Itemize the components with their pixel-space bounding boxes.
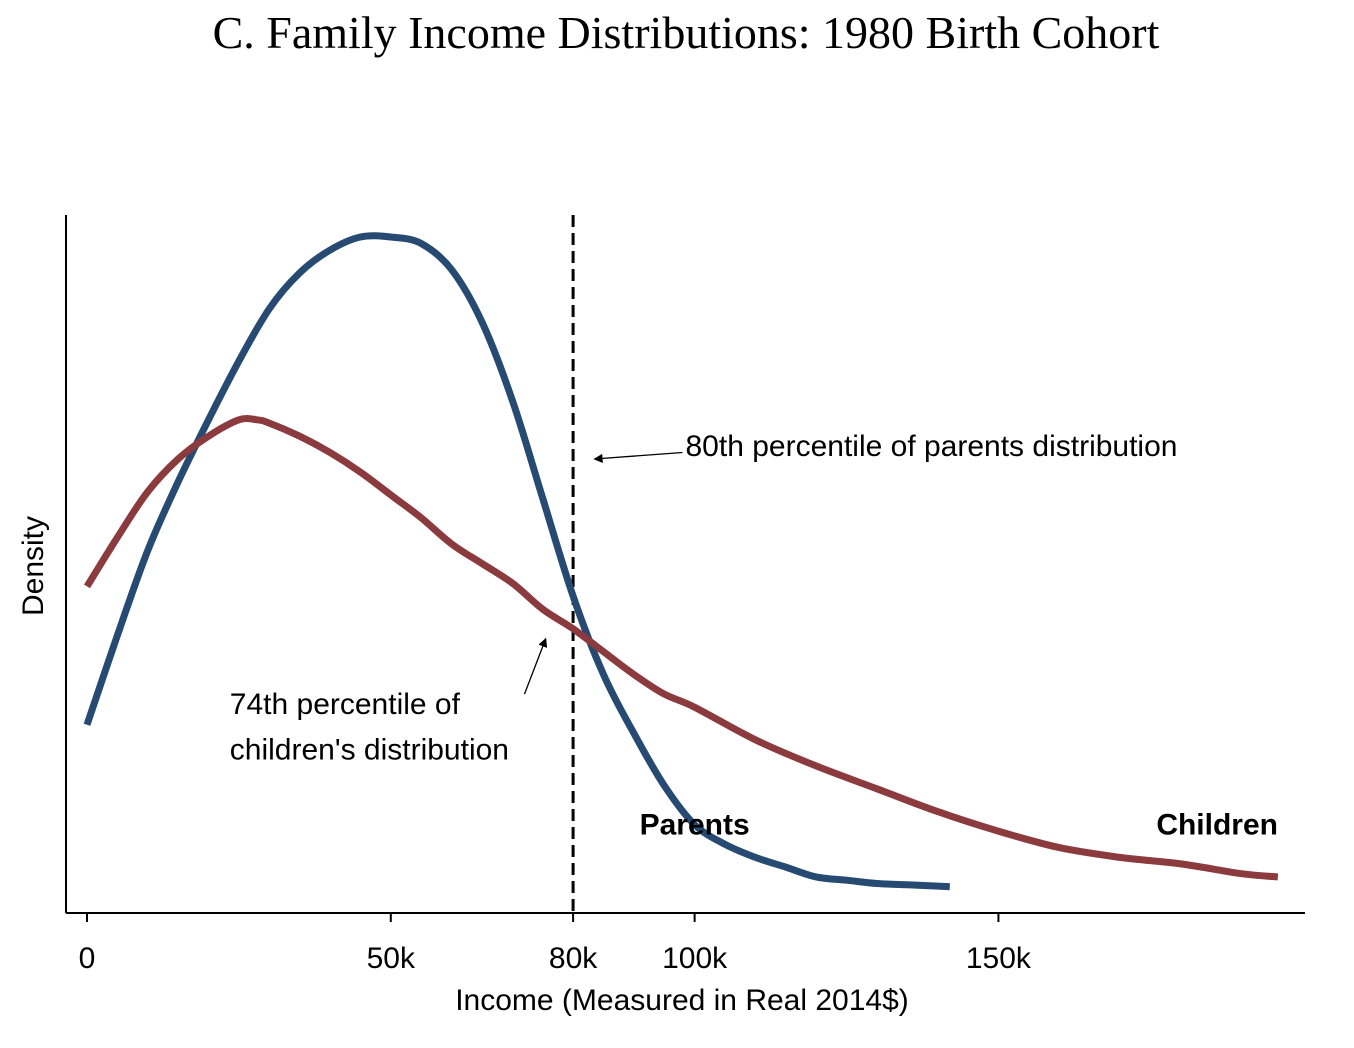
x-tick-label: 50k — [367, 942, 416, 975]
annotation-text: children's distribution — [230, 734, 509, 767]
series-line-children — [84, 414, 1279, 881]
series-label-children: Children — [1156, 809, 1278, 842]
x-tick-label: 100k — [662, 942, 728, 975]
series-label-parents: Parents — [640, 809, 750, 842]
x-axis-label: Income (Measured in Real 2014$) — [455, 984, 909, 1017]
x-tick-label: 150k — [966, 942, 1032, 975]
series-line-parents — [83, 232, 950, 891]
x-ticks: 0 50k 80k 100k 150k — [79, 913, 1032, 975]
series-group — [83, 232, 1279, 891]
annotation-text: 80th percentile of parents distribution — [686, 430, 1178, 463]
annotation-group: 80th percentile of parents distribution 7… — [230, 430, 1178, 767]
series-label-group: Parents Children — [640, 809, 1278, 842]
chart-title: C. Family Income Distributions: 1980 Bir… — [213, 7, 1160, 58]
annotation-arrow — [593, 451, 683, 463]
x-tick-label: 0 — [79, 942, 96, 975]
annotation-arrow — [523, 637, 548, 695]
x-tick-label: 80k — [549, 942, 598, 975]
annotation-text: 74th percentile of — [230, 688, 461, 721]
y-axis-label: Density — [17, 516, 50, 616]
